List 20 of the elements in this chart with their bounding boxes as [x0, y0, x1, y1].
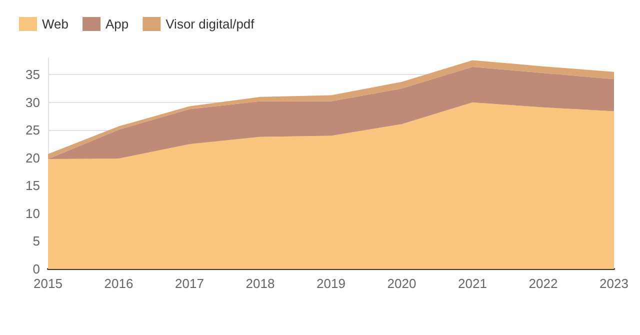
- x-tick-label: 2018: [246, 276, 275, 291]
- legend-label: App: [105, 16, 129, 32]
- y-tick-label: 25: [26, 122, 40, 138]
- legend-label: Web: [42, 16, 68, 32]
- y-tick-label: 10: [26, 206, 40, 221]
- x-tick-label: 2020: [387, 276, 416, 291]
- x-tick-label: 2017: [175, 276, 204, 291]
- y-tick-label: 35: [26, 67, 40, 82]
- legend-label: Visor digital/pdf: [166, 16, 255, 32]
- y-tick-label: 30: [26, 94, 40, 110]
- y-tick-label: 15: [26, 178, 40, 194]
- y-tick-label: 20: [26, 150, 40, 166]
- x-tick-label: 2021: [458, 276, 487, 291]
- y-tick-label: 5: [32, 234, 40, 249]
- y-tick-label: 0: [32, 262, 40, 276]
- x-tick-label: 2015: [34, 276, 62, 291]
- x-tick-label: 2019: [316, 276, 346, 291]
- x-tick-label: 2022: [528, 276, 558, 291]
- x-tick-label: 2023: [600, 276, 628, 291]
- x-tick-label: 2016: [104, 276, 134, 291]
